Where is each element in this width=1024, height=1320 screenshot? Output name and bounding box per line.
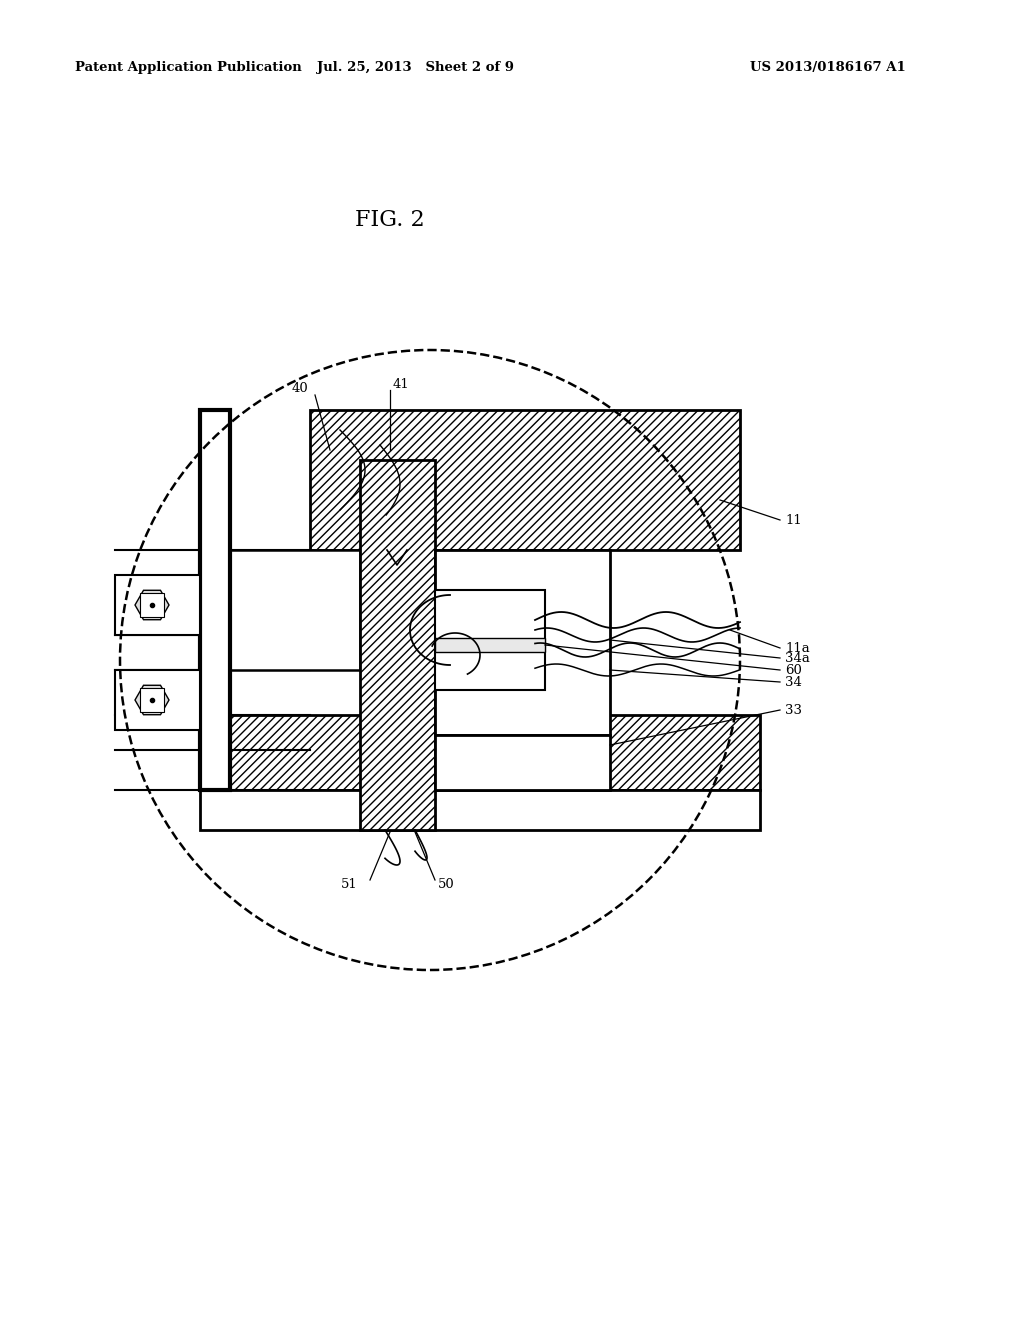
Text: 60: 60 bbox=[785, 664, 802, 676]
Text: 34: 34 bbox=[785, 676, 802, 689]
Text: 41: 41 bbox=[393, 379, 410, 392]
Bar bbox=[200, 789, 760, 830]
Text: FIG. 2: FIG. 2 bbox=[355, 209, 425, 231]
Text: 34a: 34a bbox=[785, 652, 810, 664]
Bar bbox=[200, 411, 230, 789]
Bar bbox=[360, 459, 435, 830]
Text: 11a: 11a bbox=[785, 642, 810, 655]
Bar bbox=[435, 638, 545, 652]
Text: 33: 33 bbox=[785, 704, 802, 717]
Bar bbox=[140, 593, 164, 616]
Bar bbox=[140, 688, 164, 711]
Bar bbox=[435, 735, 610, 789]
Bar bbox=[310, 411, 740, 550]
Text: US 2013/0186167 A1: US 2013/0186167 A1 bbox=[750, 61, 906, 74]
Text: 40: 40 bbox=[291, 381, 308, 395]
Text: 11: 11 bbox=[785, 513, 802, 527]
Text: 50: 50 bbox=[438, 879, 455, 891]
Bar bbox=[230, 550, 360, 671]
Text: Jul. 25, 2013   Sheet 2 of 9: Jul. 25, 2013 Sheet 2 of 9 bbox=[316, 61, 513, 74]
Bar bbox=[435, 550, 610, 735]
Bar bbox=[115, 576, 200, 635]
Text: 51: 51 bbox=[341, 879, 358, 891]
Bar bbox=[115, 671, 200, 730]
Bar bbox=[435, 590, 545, 690]
Bar bbox=[200, 715, 760, 789]
Text: Patent Application Publication: Patent Application Publication bbox=[75, 61, 302, 74]
